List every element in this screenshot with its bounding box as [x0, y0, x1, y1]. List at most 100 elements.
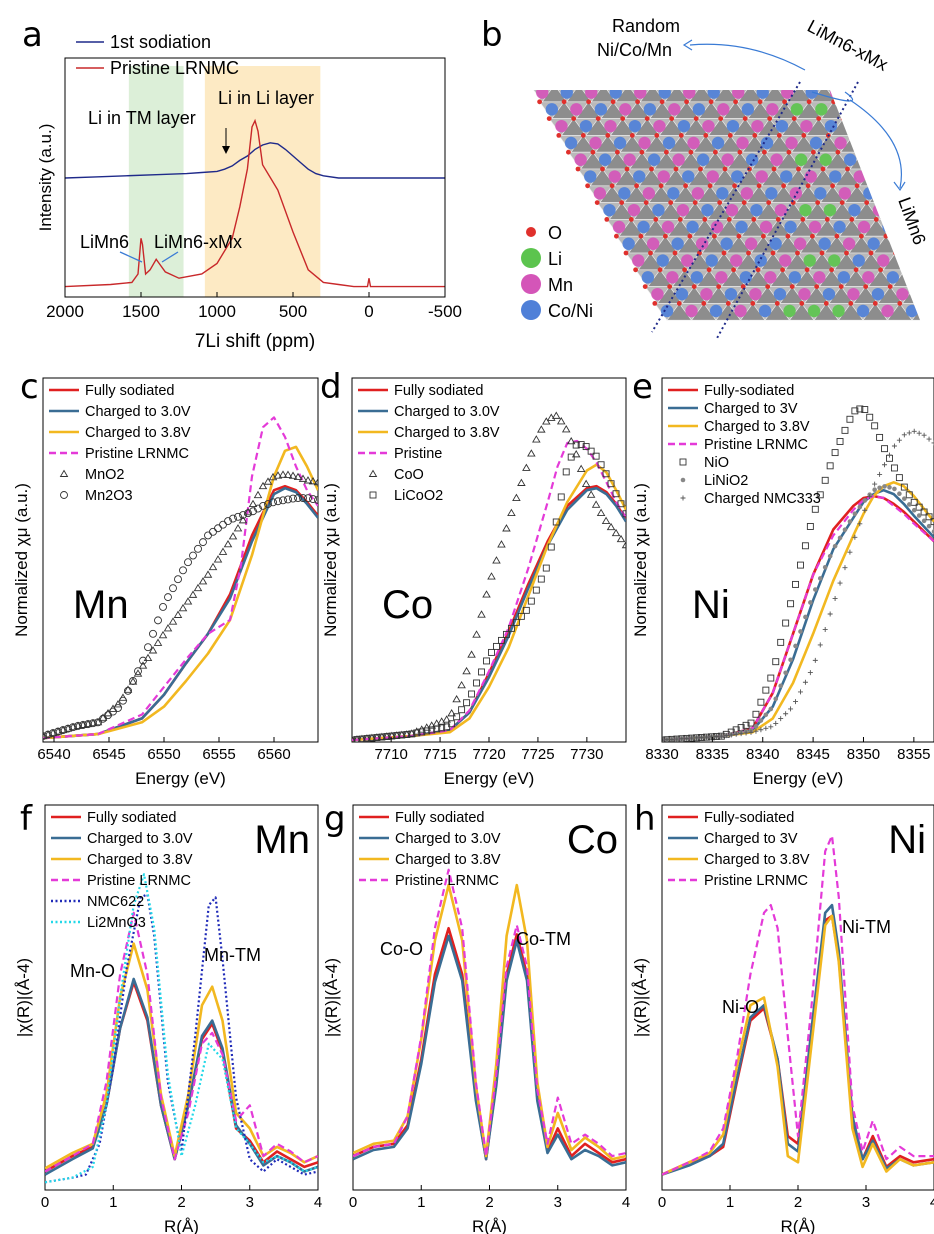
marker-e-4: [881, 445, 888, 453]
marker-d-4: [596, 508, 606, 516]
oxygen-atom: [849, 217, 855, 222]
marker-c-5: [179, 566, 187, 575]
marker-e-6: [916, 430, 922, 436]
marker-e-6: [812, 657, 818, 663]
cation-atom: [736, 136, 749, 150]
oxygen-atom: [669, 116, 675, 121]
marker-c-4: [278, 470, 288, 478]
x-axis-label: R(Å): [472, 1217, 507, 1234]
cation-atom: [765, 187, 778, 200]
marker-d-5: [398, 731, 406, 739]
divider-line: [715, 81, 859, 341]
cation-atom: [794, 153, 808, 166]
legend-label: MnO2: [85, 467, 125, 483]
marker-c-4: [298, 474, 308, 482]
marker-e-4: [777, 638, 785, 646]
cation-atom: [570, 103, 583, 116]
marker-d-5: [403, 731, 411, 738]
marker-d-4: [472, 630, 481, 638]
series-line-h-3: [662, 834, 934, 1176]
marker-e-4: [787, 600, 795, 608]
cation-atom: [584, 170, 597, 183]
x-tick-label: 7720: [472, 746, 505, 763]
marker-e-4: [915, 503, 923, 511]
legend-marker: [368, 469, 378, 477]
series-line-a-1: [64, 118, 445, 288]
cation-atom: [760, 136, 774, 150]
series-line-e-2: [662, 481, 934, 742]
cation-atom: [730, 254, 743, 267]
marker-d-5: [408, 730, 416, 738]
panel-d: 7710 7715 7720 7725 7730 Energy (eV) Normalize…: [321, 377, 627, 788]
oxygen-atom: [610, 99, 616, 105]
marker-d-5: [532, 586, 540, 594]
oxygen-atom: [663, 233, 668, 239]
marker-e-4: [762, 686, 770, 694]
legend-marker: [679, 458, 687, 466]
x-tick-label: 7730: [570, 746, 603, 763]
oxygen-atom: [756, 183, 762, 189]
x-tick-label: 1500: [122, 302, 160, 321]
marker-e-6: [773, 720, 779, 726]
cation-atom: [711, 136, 725, 150]
oxygen-atom: [692, 200, 698, 206]
marker-c-5: [234, 512, 242, 521]
plot-frame: [661, 377, 934, 743]
cation-atom: [672, 153, 685, 166]
marker-e-6: [664, 737, 670, 742]
oxygen-atom: [537, 99, 542, 105]
cation-atom: [734, 304, 747, 318]
cation-atom: [676, 203, 690, 217]
oxygen-atom: [638, 233, 644, 239]
x-tick-label: 2: [794, 1194, 802, 1211]
cation-atom: [750, 203, 763, 217]
cation-atom: [692, 103, 706, 116]
marker-e-5: [877, 485, 882, 491]
series-line-f-5: [45, 873, 318, 1184]
marker-d-5: [463, 699, 471, 707]
series-group: [353, 868, 626, 1167]
cation-atom: [564, 136, 578, 150]
cation-atom: [668, 103, 681, 116]
oxygen-atom: [823, 301, 829, 306]
cation-atom: [666, 271, 679, 284]
marker-c-5: [64, 724, 72, 733]
cation-atom: [793, 237, 807, 250]
marker-e-4: [856, 405, 864, 413]
marker-c-4: [248, 499, 258, 508]
y-axis-label: |χ(R)|(Å-4): [631, 958, 650, 1037]
oxygen-atom: [673, 166, 679, 172]
oxygen-atom: [801, 133, 807, 138]
x-tick-label: 0: [349, 1194, 357, 1211]
oxygen-atom: [806, 99, 812, 105]
x-tick-label: 3: [246, 1194, 254, 1211]
marker-e-5: [847, 519, 853, 524]
cation-atom: [852, 254, 865, 267]
x-tick-label: 1: [109, 1194, 117, 1211]
arrow-limnx: [811, 91, 854, 102]
marker-e-5: [902, 496, 907, 501]
marker-e-4: [767, 674, 775, 682]
marker-c-4: [263, 477, 273, 485]
marker-c-5: [59, 726, 67, 735]
marker-d-5: [572, 441, 580, 449]
cation-atom: [638, 136, 651, 150]
marker-c-4: [238, 515, 248, 524]
oxygen-atom: [839, 200, 845, 206]
marker-c-4: [178, 603, 188, 612]
legend-label: Charged to 3.8V: [704, 419, 810, 435]
cation-atom: [646, 237, 660, 250]
marker-e-5: [897, 491, 902, 497]
oxygen-atom: [628, 217, 634, 222]
cation-atom: [759, 220, 773, 234]
cation-atom: [764, 271, 777, 284]
oxygen-atom: [604, 217, 610, 222]
series-group: [43, 416, 318, 741]
marker-d-5: [537, 575, 545, 583]
marker-d-5: [383, 733, 391, 740]
pointer-limn6: [119, 251, 143, 263]
oxygen-atom: [595, 116, 601, 121]
x-tick-label: 500: [279, 302, 307, 321]
oxygen-atom: [624, 166, 630, 172]
marker-d-5: [373, 734, 381, 741]
